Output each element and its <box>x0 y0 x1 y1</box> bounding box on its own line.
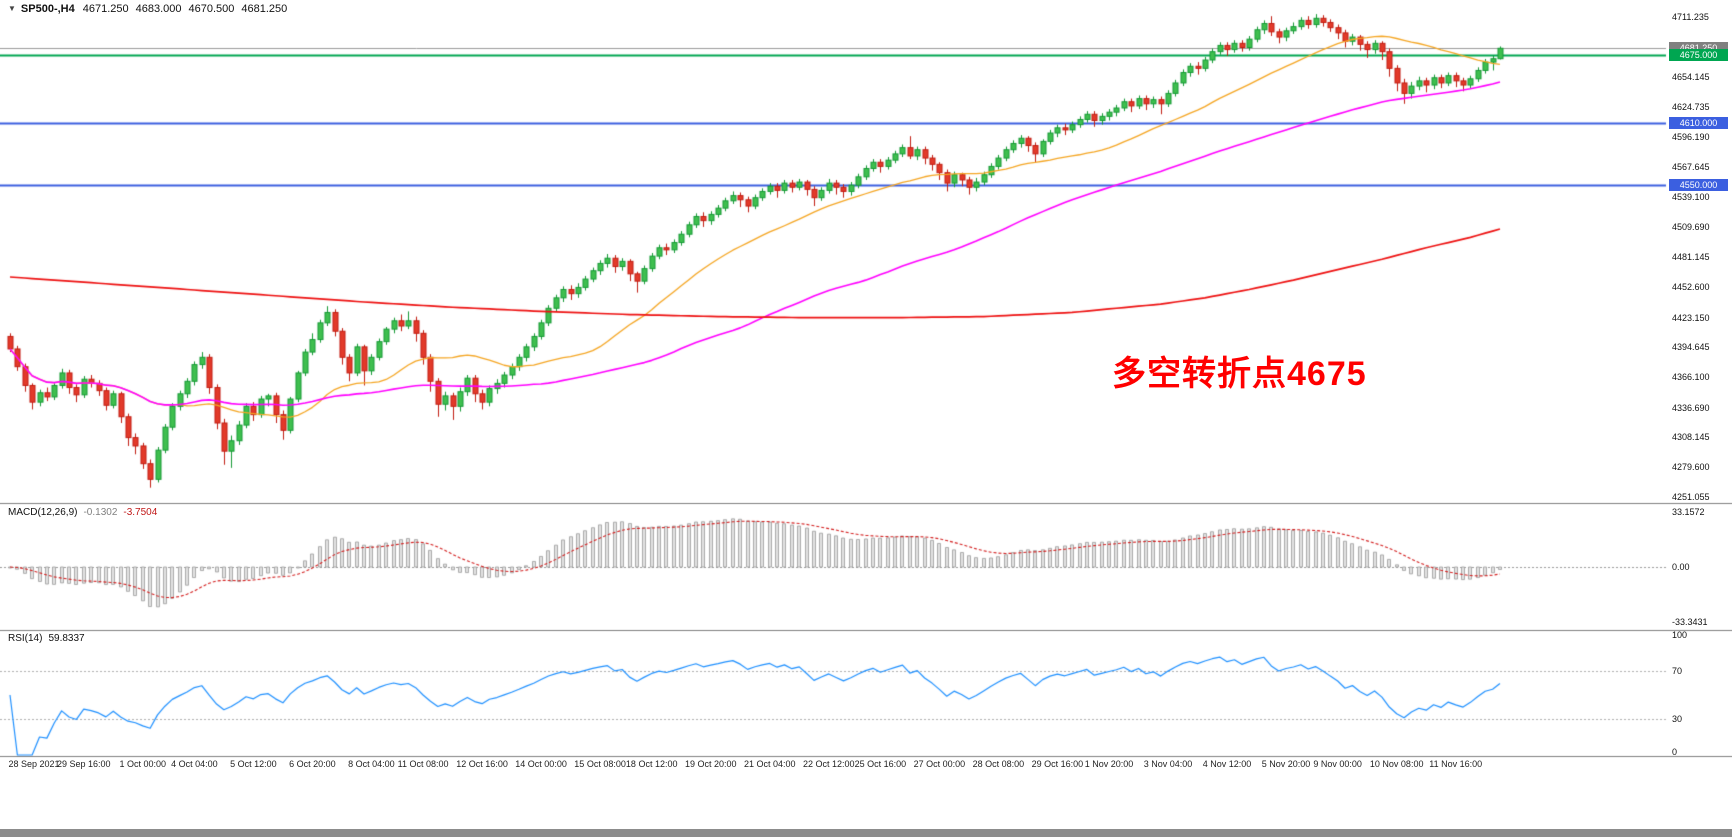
price-tick-label: 4452.600 <box>1672 281 1710 292</box>
price-tick-label: 4394.645 <box>1672 342 1710 353</box>
date-label: 1 Nov 20:00 <box>1084 759 1134 769</box>
date-label: 3 Nov 04:00 <box>1143 759 1193 769</box>
price-tick-label: 4279.600 <box>1672 462 1710 473</box>
date-label: 5 Oct 12:00 <box>230 759 277 769</box>
price-tick-label: 4596.190 <box>1672 132 1710 142</box>
rsi-scale-label: 0 <box>1672 747 1678 757</box>
price-tag: 4675.000 <box>1669 48 1728 61</box>
date-label: 18 Oct 12:00 <box>625 759 678 769</box>
price-tick-label: 4509.690 <box>1672 222 1710 233</box>
macd-name: MACD(12,26,9) <box>8 507 78 518</box>
ohlc-open: 4671.250 <box>82 3 129 15</box>
date-label: 5 Nov 20:00 <box>1261 759 1311 769</box>
price-tick-label: 4308.145 <box>1672 432 1710 443</box>
price-tick-label: 4711.235 <box>1672 12 1709 22</box>
symbol-timeframe-label: SP500-,H4 <box>20 3 75 15</box>
rsi-scale-label: 100 <box>1672 630 1688 640</box>
date-label: 19 Oct 20:00 <box>684 759 737 769</box>
horizontal-scrollbar[interactable] <box>0 829 1732 837</box>
date-label: 29 Sep 16:00 <box>56 759 111 769</box>
date-label: 29 Oct 16:00 <box>1031 759 1084 769</box>
rsi-scale-label: 30 <box>1672 714 1683 724</box>
macd-scale-bottom: -33.3431 <box>1672 617 1708 628</box>
rsi-indicator-label: RSI(14) 59.8337 <box>8 633 85 644</box>
date-label: 10 Nov 08:00 <box>1369 759 1424 769</box>
date-label: 6 Oct 20:00 <box>289 759 336 769</box>
price-tag: 4550.000 <box>1669 179 1728 192</box>
macd-scale-zero: 0.00 <box>1672 562 1690 572</box>
chart-header: ▼ SP500-,H4 4671.250 4683.000 4670.500 4681.2… <box>8 3 294 15</box>
rsi-value: 59.8337 <box>48 633 85 644</box>
date-label: 28 Oct 08:00 <box>972 759 1025 769</box>
date-label: 21 Oct 04:00 <box>743 759 796 769</box>
symbol-dropdown-arrow-icon: ▼ <box>8 4 16 13</box>
date-label: 27 Oct 00:00 <box>913 759 966 769</box>
date-label: 12 Oct 16:00 <box>456 759 508 769</box>
price-tick-label: 4654.145 <box>1672 71 1710 82</box>
price-tick-label: 4366.100 <box>1672 372 1710 382</box>
date-label: 15 Oct 08:00 <box>574 759 626 769</box>
date-label: 25 Oct 16:00 <box>854 759 907 769</box>
macd-scale-top: 33.1572 <box>1672 507 1705 517</box>
date-label: 11 Nov 16:00 <box>1429 759 1483 769</box>
annotation-text: 多空转折点4675 <box>1112 355 1367 393</box>
date-label: 22 Oct 12:00 <box>802 759 855 769</box>
date-label: 28 Sep 2021 <box>8 759 60 769</box>
macd-indicator-label: MACD(12,26,9) -0.1302 -3.7504 <box>8 507 157 518</box>
date-label: 14 Oct 00:00 <box>515 759 567 769</box>
date-label: 1 Oct 00:00 <box>119 759 167 769</box>
date-label: 8 Oct 04:00 <box>348 759 395 769</box>
price-tag: 4610.000 <box>1669 116 1728 129</box>
date-label: 9 Nov 00:00 <box>1313 759 1362 769</box>
macd-value: -0.1302 <box>83 507 118 518</box>
ohlc-low: 4670.500 <box>188 3 235 15</box>
date-label: 4 Nov 12:00 <box>1202 759 1252 769</box>
rsi-name: RSI(14) <box>8 633 43 644</box>
rsi-scale-label: 70 <box>1672 666 1683 676</box>
price-tick-label: 4624.735 <box>1672 102 1710 113</box>
price-tick-label: 4481.145 <box>1672 252 1710 262</box>
price-tick-label: 4567.645 <box>1672 161 1710 172</box>
price-tick-label: 4423.150 <box>1672 312 1710 323</box>
date-label: 11 Oct 08:00 <box>397 759 449 769</box>
price-tick-label: 4539.100 <box>1672 191 1710 202</box>
ohlc-high: 4683.000 <box>135 3 182 15</box>
macd-signal-value: -3.7504 <box>123 507 158 518</box>
date-label: 4 Oct 04:00 <box>171 759 218 769</box>
ohlc-close: 4681.250 <box>241 3 288 15</box>
price-tick-label: 4336.690 <box>1672 402 1710 413</box>
price-tick-label: 4251.055 <box>1672 492 1710 502</box>
